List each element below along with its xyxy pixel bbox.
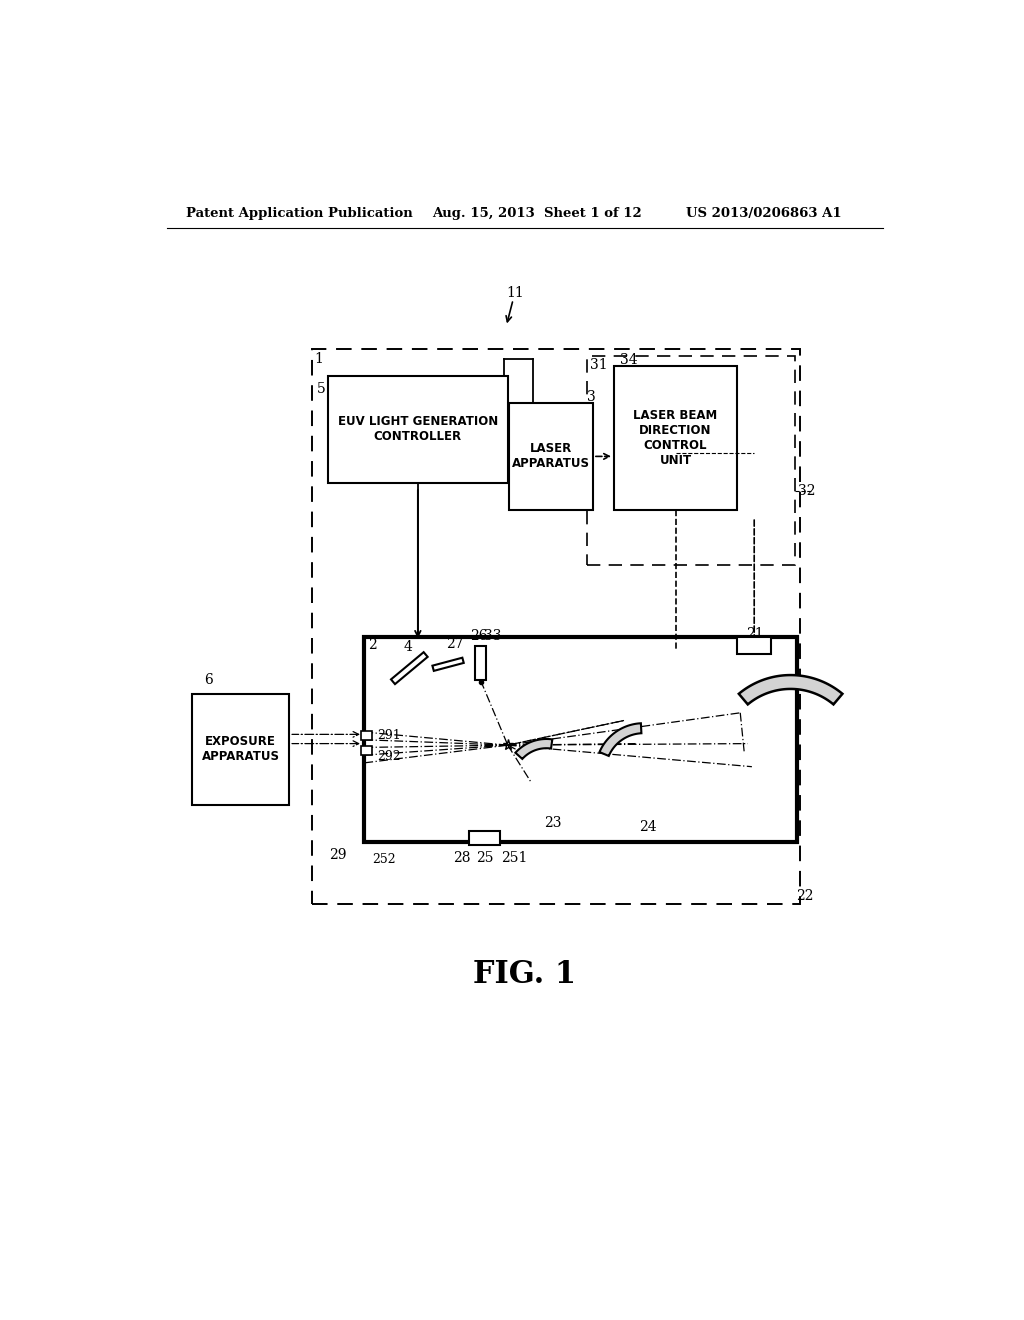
Polygon shape [599, 723, 641, 756]
Text: 252: 252 [372, 853, 395, 866]
Text: 24: 24 [640, 820, 657, 834]
Bar [509, 404, 593, 510]
Bar [614, 366, 737, 510]
Bar [360, 730, 372, 739]
Text: 29: 29 [330, 849, 347, 862]
Text: LASER BEAM
DIRECTION
CONTROL
UNIT: LASER BEAM DIRECTION CONTROL UNIT [634, 409, 718, 467]
Text: 292: 292 [378, 750, 401, 763]
Text: 251: 251 [502, 850, 528, 865]
Text: 4: 4 [403, 640, 412, 655]
Text: FIG. 1: FIG. 1 [473, 960, 577, 990]
Bar [311, 350, 800, 904]
Polygon shape [432, 657, 464, 671]
Polygon shape [515, 739, 552, 759]
Text: LASER
APPARATUS: LASER APPARATUS [512, 442, 590, 470]
Text: 25: 25 [476, 850, 494, 865]
Bar [475, 645, 486, 681]
Bar [193, 693, 289, 805]
Bar [328, 376, 508, 483]
Text: EXPOSURE
APPARATUS: EXPOSURE APPARATUS [202, 735, 280, 763]
Bar [365, 638, 797, 842]
Bar [469, 832, 500, 845]
Bar [737, 638, 771, 653]
Text: 22: 22 [796, 890, 813, 903]
Text: EUV LIGHT GENERATION
CONTROLLER: EUV LIGHT GENERATION CONTROLLER [338, 416, 498, 444]
Text: US 2013/0206863 A1: US 2013/0206863 A1 [686, 207, 842, 220]
Text: 11: 11 [507, 286, 524, 300]
Text: Aug. 15, 2013  Sheet 1 of 12: Aug. 15, 2013 Sheet 1 of 12 [432, 207, 642, 220]
Polygon shape [739, 675, 843, 705]
Text: 5: 5 [317, 383, 326, 396]
Text: 3: 3 [587, 391, 596, 404]
Text: Patent Application Publication: Patent Application Publication [186, 207, 413, 220]
Text: 23: 23 [544, 816, 562, 830]
Text: 2: 2 [369, 638, 377, 652]
Text: 26: 26 [471, 628, 488, 643]
Text: 1: 1 [314, 351, 324, 366]
Polygon shape [391, 652, 428, 684]
Text: 28: 28 [453, 850, 471, 865]
Text: 291: 291 [378, 730, 401, 742]
Text: 27: 27 [445, 636, 464, 651]
Bar [587, 355, 795, 565]
Bar [360, 746, 372, 755]
Text: 6: 6 [204, 673, 213, 686]
Text: 33: 33 [483, 628, 501, 643]
Text: 34: 34 [621, 354, 638, 367]
Text: 31: 31 [590, 358, 607, 372]
Text: 21: 21 [746, 627, 764, 642]
Text: 32: 32 [798, 484, 815, 498]
